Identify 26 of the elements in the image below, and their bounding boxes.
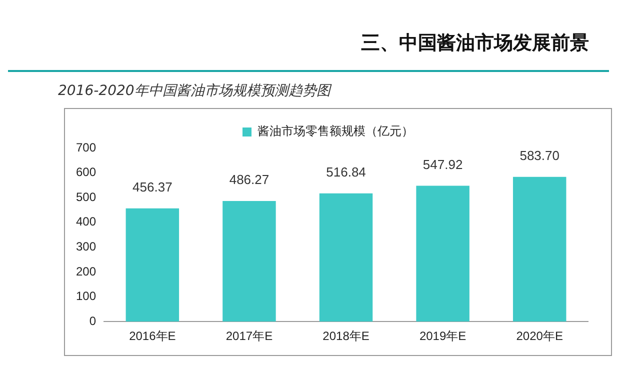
x-tick-label: 2016年E [129,329,176,344]
chart-title: 三、中国酱油市场发展前景 [361,31,589,56]
chart-subtitle: 2016-2020年中国酱油市场规模预测趋势图 [58,82,330,100]
bar [126,208,180,322]
x-tick-label: 2018年E [322,329,370,344]
y-tick-label: 400 [76,214,96,229]
y-tick-label: 0 [89,314,96,328]
y-tick-label: 700 [76,140,96,154]
x-tick-label: 2020年E [516,329,563,344]
legend-label: 酱油市场零售额规模（亿元） [258,124,414,138]
y-tick-label: 200 [76,264,96,278]
y-tick-label: 600 [76,165,96,180]
y-tick-label: 300 [76,240,96,254]
data-label: 547.92 [422,156,463,172]
bar [319,193,373,322]
bar [512,176,566,322]
bar [416,186,470,322]
x-tick-label: 2017年E [226,329,273,344]
x-tick-label: 2019年E [419,329,466,344]
bar [222,201,276,322]
data-label: 516.84 [326,164,366,180]
y-tick-label: 500 [76,190,96,204]
data-label: 583.70 [520,148,560,163]
data-label: 486.27 [229,172,270,188]
y-tick-label: 100 [76,289,96,304]
data-label: 456.37 [132,180,172,194]
